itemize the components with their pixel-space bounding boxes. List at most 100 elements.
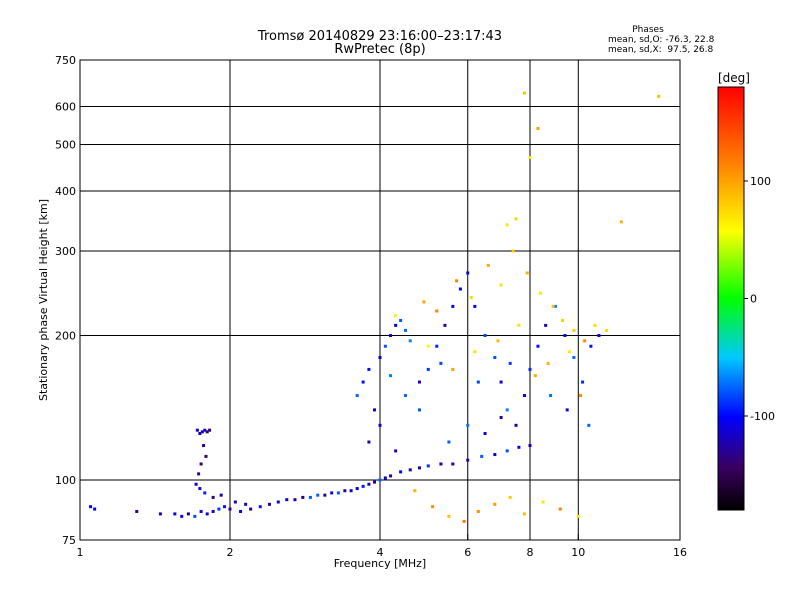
- data-point: [587, 423, 591, 427]
- data-point: [499, 380, 503, 384]
- data-point: [589, 344, 593, 348]
- y-axis-label: Stationary phase Virtual Height [km]: [37, 199, 50, 401]
- chart-subtitle: RwPretec (8p): [334, 42, 425, 57]
- data-point: [536, 344, 540, 348]
- data-point: [316, 493, 320, 497]
- data-point: [417, 380, 421, 384]
- x-tick-label: 2: [227, 546, 234, 559]
- data-point: [508, 361, 512, 365]
- data-point: [378, 478, 382, 482]
- y-tick-label: 200: [55, 330, 76, 343]
- legend-title: Phases: [632, 25, 664, 35]
- data-point: [435, 344, 439, 348]
- y-tick-label: 75: [62, 534, 76, 547]
- data-point: [455, 279, 459, 283]
- y-tick-label: 100: [55, 474, 76, 487]
- data-point: [499, 283, 503, 287]
- data-point: [539, 291, 543, 295]
- data-point: [219, 493, 223, 497]
- data-point: [583, 339, 587, 343]
- data-point: [514, 217, 518, 221]
- data-point: [413, 489, 417, 493]
- data-point: [523, 91, 527, 95]
- data-point: [208, 428, 212, 432]
- data-point: [483, 334, 487, 338]
- data-point: [536, 126, 540, 130]
- x-tick-label: 8: [527, 546, 534, 559]
- y-tick-label: 750: [55, 54, 76, 67]
- data-point: [197, 472, 201, 476]
- data-point: [426, 464, 430, 468]
- data-point: [200, 430, 204, 434]
- data-point: [383, 344, 387, 348]
- data-point: [355, 487, 359, 491]
- colorbar-unit: [deg]: [718, 71, 750, 85]
- data-point: [439, 361, 443, 365]
- data-point: [426, 344, 430, 348]
- x-tick-label: 4: [377, 546, 384, 559]
- data-point: [447, 440, 451, 444]
- data-point: [203, 428, 207, 432]
- data-point: [205, 512, 209, 516]
- data-point: [367, 440, 371, 444]
- colorbar: [717, 86, 745, 511]
- data-point: [511, 249, 515, 253]
- data-point: [258, 505, 262, 509]
- data-point: [276, 500, 280, 504]
- data-point: [553, 304, 557, 308]
- data-point: [194, 482, 198, 486]
- data-point: [367, 367, 371, 371]
- data-point: [233, 500, 237, 504]
- data-point: [439, 462, 443, 466]
- data-point: [469, 296, 473, 300]
- data-point: [211, 509, 215, 513]
- data-point: [576, 514, 580, 518]
- data-point: [473, 350, 477, 354]
- data-point: [223, 505, 227, 509]
- data-point: [541, 500, 545, 504]
- data-point: [323, 493, 327, 497]
- data-point: [389, 334, 393, 338]
- data-point: [217, 507, 221, 511]
- data-point: [528, 444, 532, 448]
- data-point: [422, 300, 426, 304]
- data-point: [394, 323, 398, 327]
- data-point: [505, 449, 509, 453]
- y-tick-label: 400: [55, 185, 76, 198]
- data-point: [551, 304, 555, 308]
- y-tick-label: 500: [55, 139, 76, 152]
- data-point: [493, 453, 497, 457]
- data-point: [493, 502, 497, 506]
- data-point: [394, 449, 398, 453]
- data-point: [373, 408, 377, 412]
- x-tick-label: 1: [77, 546, 84, 559]
- data-point: [496, 339, 500, 343]
- data-point: [408, 339, 412, 343]
- data-point: [451, 367, 455, 371]
- data-point: [135, 509, 139, 513]
- data-point: [204, 454, 208, 458]
- data-point: [605, 328, 609, 332]
- data-point: [249, 507, 253, 511]
- data-point: [193, 514, 197, 518]
- x-axis: 1 2 4 6 8 10 16: [77, 534, 687, 559]
- data-point: [480, 454, 484, 458]
- colorbar-tick-label: 0: [750, 293, 757, 306]
- data-point: [89, 505, 93, 509]
- data-point: [508, 495, 512, 499]
- data-point: [293, 498, 297, 502]
- data-point: [403, 328, 407, 332]
- data-point: [195, 428, 199, 432]
- data-point: [202, 444, 206, 448]
- data-point: [567, 350, 571, 354]
- data-point: [417, 466, 421, 470]
- data-point: [180, 514, 184, 518]
- data-point: [517, 445, 521, 449]
- data-point: [581, 380, 585, 384]
- data-point: [578, 394, 582, 398]
- data-point: [657, 94, 661, 98]
- data-point: [528, 155, 532, 159]
- data-point: [285, 498, 289, 502]
- data-point: [383, 476, 387, 480]
